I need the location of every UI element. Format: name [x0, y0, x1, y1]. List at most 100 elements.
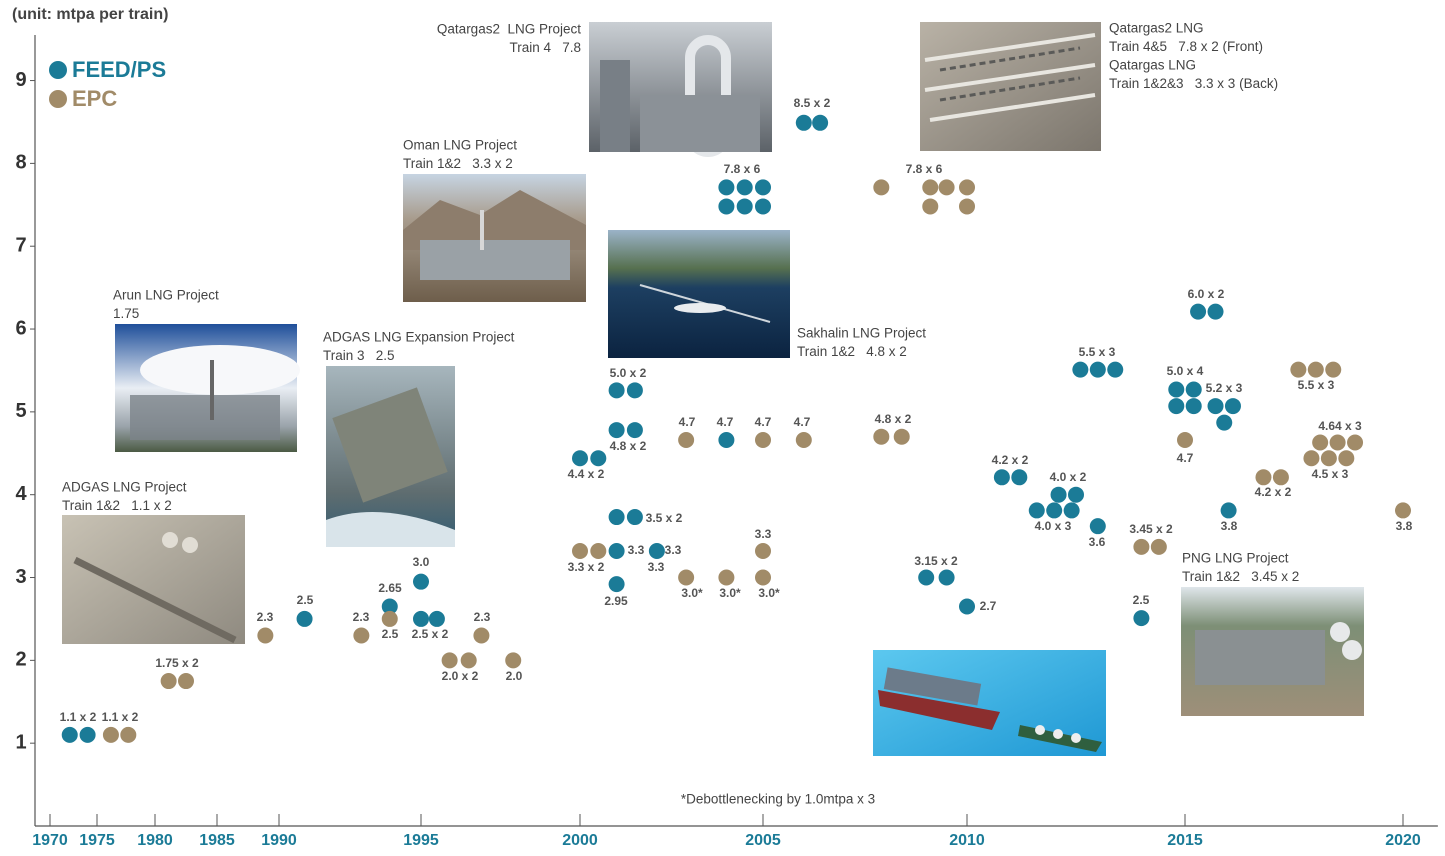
annotation: 2.5 — [1133, 593, 1150, 607]
data-point — [1186, 398, 1202, 414]
data-point — [918, 570, 934, 586]
data-point — [429, 611, 445, 627]
data-point — [1330, 435, 1346, 451]
annotation: 2.7 — [980, 599, 997, 613]
data-point — [1151, 539, 1167, 555]
annotation: 4.2 x 2 — [1255, 485, 1292, 499]
data-point — [62, 727, 78, 743]
data-point — [755, 432, 771, 448]
photo-caption: Oman LNG Project — [403, 138, 517, 153]
annotation: 3.0* — [681, 586, 703, 600]
data-point — [922, 198, 938, 214]
annotation: 4.7 — [717, 415, 734, 429]
x-tick-label: 2015 — [1167, 832, 1203, 849]
data-point — [413, 574, 429, 590]
data-point — [1325, 362, 1341, 378]
data-point — [755, 570, 771, 586]
data-point — [1133, 539, 1149, 555]
annotation: 5.5 x 3 — [1298, 378, 1335, 392]
data-point — [1190, 304, 1206, 320]
data-point — [649, 543, 665, 559]
data-point — [755, 198, 771, 214]
data-point — [382, 611, 398, 627]
y-tick-label: 2 — [15, 649, 26, 671]
data-point — [1168, 398, 1184, 414]
data-point — [959, 179, 975, 195]
data-point — [959, 599, 975, 615]
annotation: 8.5 x 2 — [794, 96, 831, 110]
x-tick-label: 2010 — [949, 832, 985, 849]
data-point — [737, 198, 753, 214]
annotation: 3.3 x 2 — [568, 560, 605, 574]
photo-sakhalin — [608, 230, 790, 358]
data-point — [590, 543, 606, 559]
data-point — [1046, 502, 1062, 518]
data-point — [678, 432, 694, 448]
annotation: 7.8 x 6 — [906, 162, 943, 176]
photo-flng — [873, 650, 1106, 756]
y-tick-label: 4 — [15, 483, 27, 505]
annotation: 4.7 — [755, 415, 772, 429]
data-point — [609, 576, 625, 592]
photo-caption: Train 4&5 7.8 x 2 (Front) — [1109, 39, 1263, 54]
data-point — [1177, 432, 1193, 448]
annotation: 5.2 x 3 — [1206, 381, 1243, 395]
data-point — [1064, 502, 1080, 518]
data-point — [939, 570, 955, 586]
data-point — [1107, 362, 1123, 378]
annotation: 2.0 x 2 — [442, 669, 479, 683]
chart: (unit: mtpa per train) *Debottlenecking … — [0, 0, 1445, 856]
annotation: 3.6 — [1089, 535, 1106, 549]
annotation: 2.5 x 2 — [412, 627, 449, 641]
annotation: 4.0 x 3 — [1035, 519, 1072, 533]
data-point — [718, 432, 734, 448]
photo-qatargas2 — [589, 22, 772, 152]
annotation: 4.7 — [794, 415, 811, 429]
annotation: 1.1 x 2 — [102, 710, 139, 724]
photo-caption: Train 1&2 3.3 x 2 — [403, 156, 513, 171]
annotation: 3.3 — [755, 527, 772, 541]
annotation: 5.5 x 3 — [1079, 345, 1116, 359]
y-tick-label: 3 — [15, 566, 26, 588]
annotation: 2.3 — [353, 610, 370, 624]
data-point — [812, 115, 828, 131]
legend-label: FEED/PS — [72, 57, 166, 82]
data-point — [1216, 415, 1232, 431]
data-point — [922, 179, 938, 195]
photo-caption: 1.75 — [113, 306, 139, 321]
annotation: 2.5 — [297, 593, 314, 607]
annotation: 4.2 x 2 — [992, 453, 1029, 467]
data-point — [461, 652, 477, 668]
photo-caption: Train 1&2 3.45 x 2 — [1182, 569, 1299, 584]
data-point — [103, 727, 119, 743]
photo-caption: Train 1&2 1.1 x 2 — [62, 498, 172, 513]
photo-caption: Train 1&2 4.8 x 2 — [797, 344, 907, 359]
chart-title: (unit: mtpa per train) — [12, 6, 168, 23]
data-point — [297, 611, 313, 627]
annotation: 3.8 — [1396, 519, 1413, 533]
data-point — [1308, 362, 1324, 378]
data-point — [572, 450, 588, 466]
data-point — [1029, 502, 1045, 518]
data-point — [161, 673, 177, 689]
data-point — [473, 627, 489, 643]
annotation: 6.0 x 2 — [1188, 287, 1225, 301]
data-point — [1347, 435, 1363, 451]
data-point — [413, 611, 429, 627]
photo-caption: ADGAS LNG Expansion Project — [323, 330, 515, 345]
photo-adgas-expansion — [326, 366, 455, 547]
annotation: 3.3 — [665, 543, 682, 557]
annotation: 4.7 — [1177, 451, 1194, 465]
annotation: 4.8 x 2 — [875, 412, 912, 426]
data-point — [572, 543, 588, 559]
photo-adgas — [62, 515, 245, 644]
data-point — [755, 179, 771, 195]
photo-caption: Qatargas LNG — [1109, 58, 1196, 73]
x-tick-label: 1995 — [403, 832, 439, 849]
photo-png — [1181, 587, 1364, 716]
data-point — [1395, 502, 1411, 518]
annotation: 4.64 x 3 — [1318, 419, 1362, 433]
data-point — [442, 652, 458, 668]
annotation: 3.45 x 2 — [1129, 522, 1173, 536]
data-point — [678, 570, 694, 586]
